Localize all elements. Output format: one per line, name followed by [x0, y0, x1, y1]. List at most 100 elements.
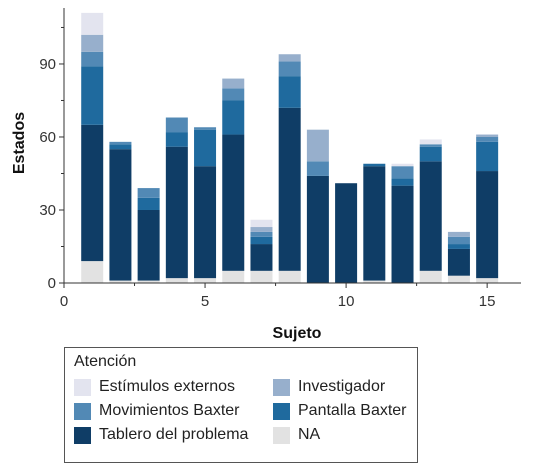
bar-segment	[476, 278, 499, 283]
legend-title: Atención	[74, 353, 137, 370]
bar-stack	[81, 12, 104, 283]
bar-segment	[363, 280, 386, 283]
bar-segment	[391, 185, 414, 283]
bar-stack	[363, 163, 386, 283]
legend-label: Investigador	[298, 378, 386, 395]
legend-swatch	[74, 402, 91, 420]
bar-segment	[250, 244, 273, 271]
legend-label: NA	[298, 426, 321, 443]
bar-segment	[109, 149, 132, 281]
y-tick-label: 60	[39, 129, 56, 146]
bar-segment	[194, 129, 217, 167]
legend-item: NA	[273, 426, 320, 444]
bar-segment	[419, 144, 442, 147]
legend-item: Tablero del problema	[74, 426, 248, 444]
bar-segment	[391, 163, 414, 167]
bar-segment	[81, 124, 104, 262]
bar-segment	[476, 136, 499, 142]
bar-stack	[447, 231, 470, 283]
bar-segment	[306, 129, 329, 162]
bar-stack	[222, 78, 245, 283]
bar-segment	[194, 127, 217, 130]
bar-segment	[222, 88, 245, 101]
legend-item: Investigador	[273, 378, 385, 396]
bar-segment	[447, 244, 470, 249]
bar-stacks	[81, 12, 499, 283]
bar-segment	[419, 139, 442, 145]
bar-segment	[222, 134, 245, 271]
bar-segment	[306, 175, 329, 283]
x-tick-label: 10	[338, 293, 355, 310]
bar-segment	[81, 51, 104, 67]
legend-swatch	[74, 378, 91, 396]
bar-stack	[194, 127, 217, 283]
bar-segment	[419, 270, 442, 283]
bar-segment	[306, 161, 329, 176]
x-tick-label: 5	[201, 293, 209, 310]
bar-segment	[165, 117, 188, 133]
bar-segment	[222, 100, 245, 135]
bar-segment	[419, 161, 442, 271]
bar-segment	[476, 171, 499, 279]
bar-segment	[250, 219, 273, 228]
bar-segment	[194, 278, 217, 283]
bar-segment	[250, 236, 273, 245]
bar-segment	[109, 141, 132, 145]
bar-stack	[306, 129, 329, 283]
bar-segment	[165, 132, 188, 147]
legend-label: Tablero del problema	[99, 426, 249, 443]
bar-segment	[278, 76, 301, 108]
bar-stack	[278, 54, 301, 283]
bar-segment	[222, 78, 245, 89]
bar-stack	[165, 117, 188, 283]
y-axis-title: Estados	[11, 112, 28, 174]
bar-segment	[81, 66, 104, 125]
bar-segment	[165, 146, 188, 279]
bar-segment	[447, 248, 470, 276]
bar-segment	[447, 231, 470, 237]
bar-stack	[109, 141, 132, 283]
bar-segment	[137, 197, 160, 210]
bar-segment	[109, 144, 132, 150]
legend-item: Estímulos externos	[74, 378, 235, 396]
bar-segment	[391, 166, 414, 179]
bar-segment	[278, 61, 301, 77]
bar-segment	[109, 280, 132, 283]
y-tick-label: 30	[39, 202, 56, 219]
legend-swatch	[273, 378, 290, 396]
x-tick-label: 15	[479, 293, 496, 310]
bar-segment	[81, 34, 104, 52]
x-axis-title: Sujeto	[273, 325, 322, 342]
x-tick-label: 0	[60, 293, 68, 310]
bar-segment	[278, 107, 301, 271]
legend-label: Pantalla Baxter	[298, 402, 407, 419]
bar-segment	[81, 261, 104, 283]
bar-segment	[278, 54, 301, 62]
bar-segment	[447, 275, 470, 283]
bar-segment	[335, 183, 358, 283]
bar-segment	[165, 278, 188, 283]
axes: 0 30 60 90 0 5 10 15	[39, 8, 521, 310]
bar-segment	[137, 188, 160, 198]
bar-stack	[335, 183, 358, 283]
legend-item: Pantalla Baxter	[273, 402, 407, 420]
bar-segment	[476, 134, 499, 137]
bar-segment	[363, 163, 386, 167]
bar-stack	[391, 163, 414, 283]
legend-label: Estímulos externos	[99, 378, 236, 395]
bar-segment	[222, 270, 245, 283]
y-tick-label: 0	[48, 275, 56, 292]
legend-swatch	[74, 426, 91, 444]
bar-segment	[194, 166, 217, 279]
bar-segment	[447, 236, 470, 245]
legend-item: Movimientos Baxter	[74, 402, 240, 420]
legend: Atención Estímulos externos Investigador M…	[64, 347, 418, 463]
legend-swatch	[273, 402, 290, 420]
bar-stack	[250, 219, 273, 283]
legend-swatch	[273, 426, 290, 444]
bar-segment	[81, 12, 104, 35]
bar-segment	[250, 231, 273, 237]
bar-segment	[137, 209, 160, 281]
bar-segment	[476, 141, 499, 172]
bar-stack	[137, 188, 160, 283]
